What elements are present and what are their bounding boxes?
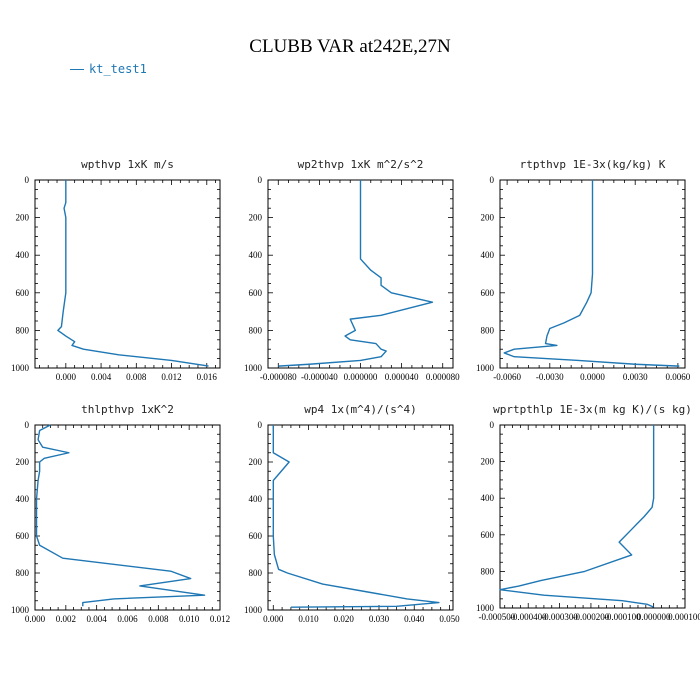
- y-tick-label: 800: [16, 325, 30, 335]
- y-tick-label: 800: [249, 325, 263, 335]
- x-tick-label: -0.000200: [573, 612, 610, 622]
- y-tick-label: 800: [481, 325, 495, 335]
- x-tick-label: 0.000: [25, 614, 46, 624]
- series-line: [57, 180, 209, 367]
- series-line: [499, 425, 655, 608]
- x-tick-label: 0.012: [161, 372, 181, 382]
- subplot-2: wp2thvp 1xK m^2/s^202004006008001000-0.0…: [244, 158, 460, 382]
- x-tick-label: -0.000300: [541, 612, 578, 622]
- x-tick-label: 0.000080: [426, 372, 460, 382]
- y-tick-label: 0: [258, 420, 263, 430]
- x-tick-label: 0.000: [56, 372, 77, 382]
- x-tick-label: 0.016: [197, 372, 218, 382]
- y-tick-label: 400: [16, 494, 30, 504]
- y-tick-label: 0: [490, 420, 495, 430]
- x-tick-label: -0.000400: [510, 612, 547, 622]
- series-line: [503, 180, 680, 367]
- x-tick-label: 0.000100: [668, 612, 700, 622]
- plot-frame: [34, 179, 221, 369]
- y-tick-label: 200: [481, 457, 495, 467]
- y-tick-label: 200: [16, 457, 30, 467]
- x-tick-label: 0.010: [179, 614, 200, 624]
- series-line: [278, 180, 434, 367]
- y-tick-label: 400: [481, 250, 495, 260]
- x-tick-label: 0.050: [439, 614, 460, 624]
- y-tick-label: 0: [258, 175, 263, 185]
- subplot-6: wprtpthlp 1E-3x(m kg K)/(s kg) 0 200 400 600…: [476, 403, 700, 622]
- x-tick-label: -0.000500: [478, 612, 515, 622]
- x-tick-label: -0.000040: [301, 372, 338, 382]
- y-tick-label: 1000: [244, 363, 263, 373]
- y-tick-label: 0: [490, 175, 495, 185]
- y-tick-label: 600: [16, 531, 30, 541]
- subplot-title: wpthvp 1xK m/s: [81, 158, 174, 171]
- x-tick-label: -0.000100: [604, 612, 641, 622]
- x-tick-label: 0.008: [126, 372, 147, 382]
- legend-line-swatch: [70, 68, 84, 70]
- y-tick-label: 600: [481, 288, 495, 298]
- y-tick-label: 1000: [476, 363, 495, 373]
- x-tick-label: -0.0060: [493, 372, 521, 382]
- subplot-3: rtpthvp 1E-3x(kg/kg) K02004006008001000-…: [476, 158, 691, 382]
- x-tick-label: 0.020: [334, 614, 355, 624]
- x-tick-label: 0.000000: [637, 612, 671, 622]
- x-tick-label: 0.008: [148, 614, 169, 624]
- y-tick-label: 600: [481, 530, 495, 540]
- subplot-title: thlpthvp 1xK^2: [81, 403, 174, 416]
- subplot-title: wp2thvp 1xK m^2/s^2: [298, 158, 424, 171]
- plot-frame: [34, 424, 221, 611]
- series-line: [35, 424, 206, 607]
- y-tick-label: 1000: [11, 363, 30, 373]
- x-tick-label: 0.002: [56, 614, 76, 624]
- x-tick-label: -0.000080: [260, 372, 297, 382]
- y-tick-label: 1000: [11, 605, 30, 615]
- x-tick-label: -0.0030: [536, 372, 564, 382]
- y-tick-label: 0: [25, 420, 30, 430]
- y-tick-label: 600: [249, 531, 263, 541]
- x-tick-label: 0.000040: [385, 372, 419, 382]
- y-tick-label: 200: [249, 213, 263, 223]
- y-tick-label: 400: [249, 250, 263, 260]
- y-tick-label: 400: [481, 493, 495, 503]
- subplot-title: wp4 1x(m^4)/(s^4): [304, 403, 417, 416]
- figure-title: CLUBB VAR at242E,27N: [249, 36, 451, 57]
- x-tick-label: 0.004: [87, 614, 108, 624]
- y-tick-label: 200: [249, 457, 263, 467]
- y-tick-label: 1000: [476, 603, 495, 613]
- y-tick-label: 800: [249, 568, 263, 578]
- y-tick-label: 200: [16, 213, 30, 223]
- legend: kt_test1: [70, 62, 147, 76]
- x-tick-label: 0.000000: [344, 372, 378, 382]
- y-tick-label: 200: [481, 213, 495, 223]
- legend-label: kt_test1: [89, 62, 147, 76]
- y-tick-label: 800: [16, 568, 30, 578]
- subplot-title: wprtpthlp 1E-3x(m kg K)/(s kg): [493, 403, 692, 416]
- subplot-title: rtpthvp 1E-3x(kg/kg) K: [520, 158, 666, 171]
- x-tick-label: 0.0030: [623, 372, 648, 382]
- y-tick-label: 400: [16, 250, 30, 260]
- series-line: [272, 425, 440, 608]
- plot-frame: [267, 424, 454, 611]
- x-tick-label: 0.0060: [666, 372, 691, 382]
- y-tick-label: 800: [481, 566, 495, 576]
- x-tick-label: 0.012: [210, 614, 230, 624]
- x-tick-label: 0.030: [369, 614, 390, 624]
- x-tick-label: 0.040: [404, 614, 425, 624]
- plot-frame: [499, 424, 686, 609]
- subplot-1: wpthvp 1xK m/s 0 200 400 600 800 1000 0.000 0.00…: [11, 158, 221, 382]
- x-tick-label: 0.0000: [580, 372, 605, 382]
- x-tick-label: 0.006: [117, 614, 138, 624]
- y-tick-label: 600: [249, 288, 263, 298]
- x-tick-label: 0.004: [91, 372, 112, 382]
- y-tick-label: 0: [25, 175, 30, 185]
- x-tick-label: 0.010: [298, 614, 319, 624]
- y-tick-label: 400: [249, 494, 263, 504]
- y-tick-label: 600: [16, 288, 30, 298]
- x-tick-label: 0.000: [263, 614, 284, 624]
- y-tick-label: 1000: [244, 605, 263, 615]
